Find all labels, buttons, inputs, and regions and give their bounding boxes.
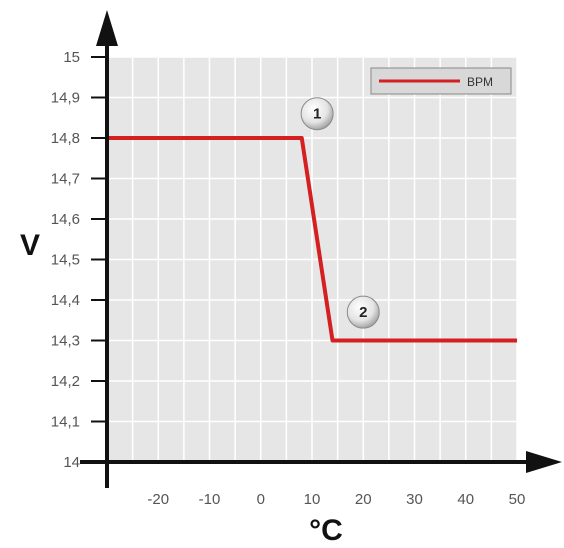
y-tick-label: 15 bbox=[63, 49, 80, 66]
annotation-marker-1 bbox=[300, 97, 334, 131]
x-tick-label: 50 bbox=[509, 491, 526, 508]
x-tick-label: 40 bbox=[457, 491, 474, 508]
y-tick-label: 14,3 bbox=[51, 333, 80, 350]
x-tick-label: 20 bbox=[355, 491, 372, 508]
y-tick-labels: 14 14,1 14,2 14,3 14,4 14,5 14,6 14,7 14,8 14,9 15 bbox=[51, 49, 107, 471]
y-tick-label: 14 bbox=[63, 454, 80, 471]
y-tick-label: 14,8 bbox=[51, 130, 80, 147]
x-tick-label: -20 bbox=[147, 491, 169, 508]
y-tick-label: 14,5 bbox=[51, 252, 80, 269]
series-line-bpm bbox=[107, 136, 517, 343]
x-axis-arrow bbox=[526, 451, 562, 473]
y-tick-label: 14,7 bbox=[51, 171, 80, 188]
y-axis-arrow bbox=[96, 10, 118, 46]
axes bbox=[80, 10, 562, 488]
x-tick-label: 0 bbox=[257, 491, 265, 508]
series-layer bbox=[107, 136, 517, 343]
grid-lines bbox=[107, 56, 518, 462]
annotation-label-2: 2 bbox=[359, 304, 367, 321]
y-axis-title: V bbox=[20, 229, 40, 262]
y-tick-label: 14,1 bbox=[51, 414, 80, 431]
legend-label-bpm: BPM bbox=[467, 75, 493, 89]
legend: BPM bbox=[370, 67, 512, 95]
y-tick-label: 14,9 bbox=[51, 90, 80, 107]
annotation-markers: 12 bbox=[300, 97, 380, 329]
x-tick-label: -10 bbox=[199, 491, 221, 508]
x-tick-labels: -20 -10 0 10 20 30 40 50 bbox=[147, 491, 525, 508]
annotation-label-1: 1 bbox=[313, 106, 321, 123]
x-tick-label: 30 bbox=[406, 491, 423, 508]
x-tick-label: 10 bbox=[304, 491, 321, 508]
y-tick-label: 14,2 bbox=[51, 373, 80, 390]
x-axis-title: °C bbox=[309, 514, 343, 547]
y-tick-label: 14,4 bbox=[51, 292, 80, 309]
y-tick-label: 14,6 bbox=[51, 211, 80, 228]
annotation-marker-2 bbox=[346, 295, 380, 329]
